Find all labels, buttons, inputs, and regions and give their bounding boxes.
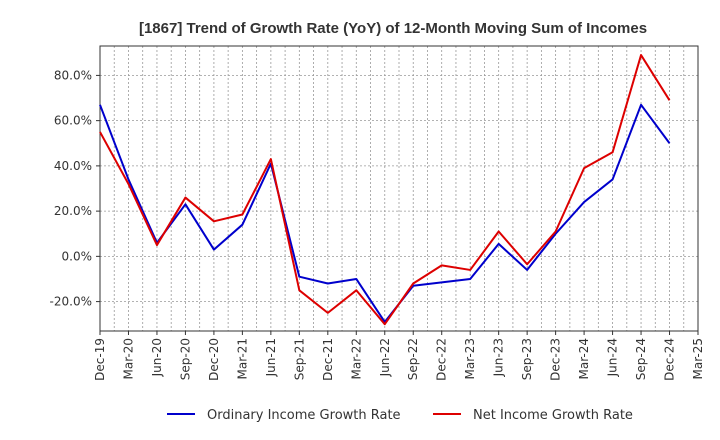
y-tick-label: 80.0% — [54, 68, 92, 82]
x-tick-label: Dec-20 — [207, 338, 221, 381]
x-tick-label: Mar-20 — [121, 338, 135, 379]
x-tick-label: Dec-23 — [549, 338, 563, 381]
legend: Ordinary Income Growth Rate Net Income Gr… — [167, 408, 633, 423]
x-tick-label: Sep-20 — [178, 338, 192, 380]
chart-title: [1867] Trend of Growth Rate (YoY) of 12-… — [139, 20, 647, 37]
x-tick-label: Jun-22 — [378, 338, 392, 377]
y-tick-label: 60.0% — [54, 114, 92, 128]
series-lines — [99, 54, 671, 326]
x-tick-label: Dec-19 — [93, 338, 107, 381]
y-tick-label: 40.0% — [54, 159, 92, 173]
plot-area-border — [99, 45, 699, 332]
x-tick-label: Jun-20 — [150, 338, 164, 377]
x-tick-label: Sep-21 — [292, 338, 306, 380]
x-tick-label: Mar-24 — [577, 338, 591, 379]
x-tick-label: Sep-22 — [406, 338, 420, 380]
x-tick-label: Jun-23 — [492, 338, 506, 377]
x-tick-label: Dec-22 — [435, 338, 449, 381]
y-axis: -20.0% 0.0% 20.0% 40.0% 60.0% 80.0% — [50, 68, 100, 309]
y-tick-label: 0.0% — [62, 249, 93, 263]
grid — [99, 46, 699, 331]
y-tick-label: 20.0% — [54, 204, 92, 218]
x-tick-label: Mar-23 — [463, 338, 477, 379]
x-tick-label: Sep-23 — [520, 338, 534, 380]
legend-label: Net Income Growth Rate — [473, 408, 633, 423]
x-tick-label: Mar-21 — [235, 338, 249, 379]
series-line-ordinary-income — [99, 103, 671, 323]
y-tick-label: -20.0% — [50, 295, 92, 309]
x-axis: Dec-19 Mar-20 Jun-20 Sep-20 Dec-20 Mar-21 Jun-… — [93, 331, 705, 381]
legend-label: Ordinary Income Growth Rate — [207, 408, 401, 423]
x-tick-label: Sep-24 — [634, 338, 648, 380]
x-tick-label: Dec-21 — [321, 338, 335, 381]
x-tick-label: Jun-21 — [264, 338, 278, 377]
x-tick-label: Mar-25 — [691, 338, 705, 379]
x-tick-label: Mar-22 — [349, 338, 363, 379]
x-tick-label: Jun-24 — [606, 338, 620, 377]
series-line-net-income — [99, 54, 671, 326]
x-tick-label: Dec-24 — [663, 338, 677, 381]
